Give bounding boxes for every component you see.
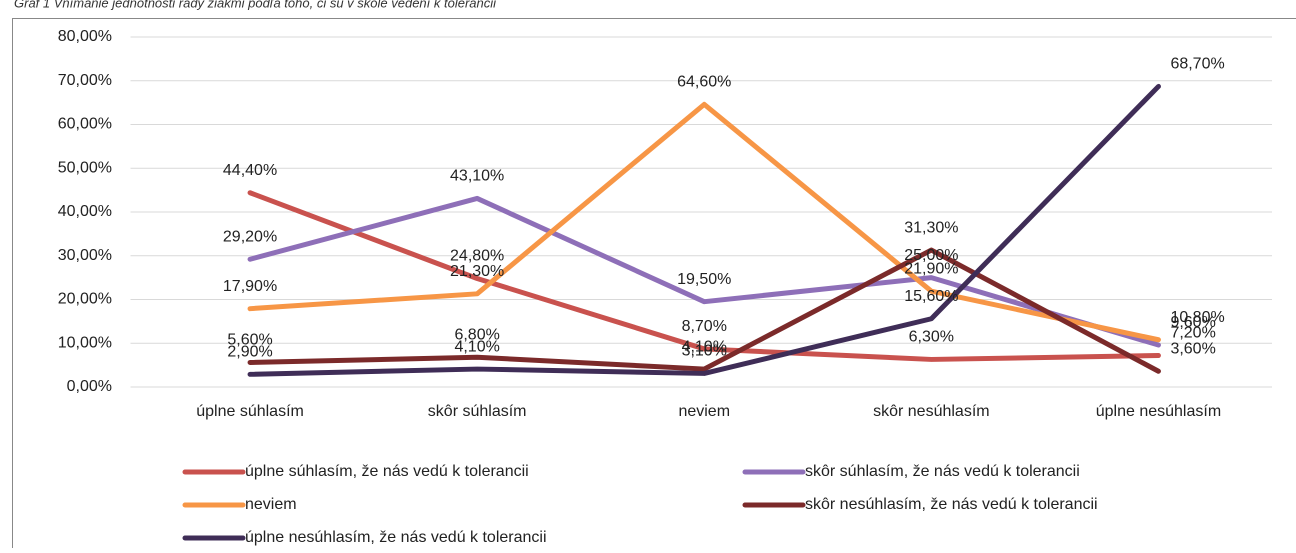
y-tick-label: 20,00%: [58, 291, 112, 308]
chart-title: Graf 1 Vnímanie jednotnosti rady žiakmi …: [14, 0, 497, 10]
x-tick-label: úplne nesúhlasím: [1096, 403, 1221, 420]
data-label: 6,30%: [909, 329, 954, 346]
legend-label: neviem: [245, 496, 297, 513]
data-label: 44,40%: [223, 162, 277, 179]
legend-label: úplne súhlasím, že nás vedú k tolerancii: [245, 463, 529, 480]
legend-label: skôr nesúhlasím, že nás vedú k toleranci…: [805, 496, 1098, 513]
legend-label: úplne nesúhlasím, že nás vedú k toleranc…: [245, 529, 547, 546]
y-tick-label: 70,00%: [58, 72, 112, 89]
data-label: 17,90%: [223, 278, 277, 295]
x-tick-label: úplne súhlasím: [196, 403, 304, 420]
x-tick-label: neviem: [678, 403, 730, 420]
y-tick-label: 40,00%: [58, 203, 112, 220]
data-label: 43,10%: [450, 168, 504, 185]
x-tick-label: skôr nesúhlasím: [873, 403, 990, 420]
data-label: 21,90%: [904, 260, 958, 277]
data-label: 3,60%: [1170, 340, 1215, 357]
data-label: 29,20%: [223, 228, 277, 245]
x-tick-label: skôr súhlasím: [428, 403, 527, 420]
y-tick-label: 10,00%: [58, 334, 112, 351]
data-label: 68,70%: [1170, 56, 1224, 73]
data-label: 8,70%: [682, 318, 727, 335]
y-tick-label: 50,00%: [58, 159, 112, 176]
data-label: 3,10%: [682, 343, 727, 360]
legend-label: skôr súhlasím, že nás vedú k tolerancii: [805, 463, 1080, 480]
y-tick-label: 60,00%: [58, 116, 112, 133]
data-label: 2,90%: [227, 344, 272, 361]
y-tick-label: 80,00%: [58, 28, 112, 45]
data-label: 21,30%: [450, 263, 504, 280]
data-label: 64,60%: [677, 74, 731, 91]
data-label: 4,10%: [454, 338, 499, 355]
y-tick-label: 30,00%: [58, 247, 112, 264]
chart-frame: [13, 19, 1296, 549]
y-tick-label: 0,00%: [67, 378, 112, 395]
data-label: 19,50%: [677, 271, 731, 288]
data-label: 31,30%: [904, 219, 958, 236]
data-label: 15,60%: [904, 288, 958, 305]
data-label: 10,80%: [1170, 309, 1224, 326]
